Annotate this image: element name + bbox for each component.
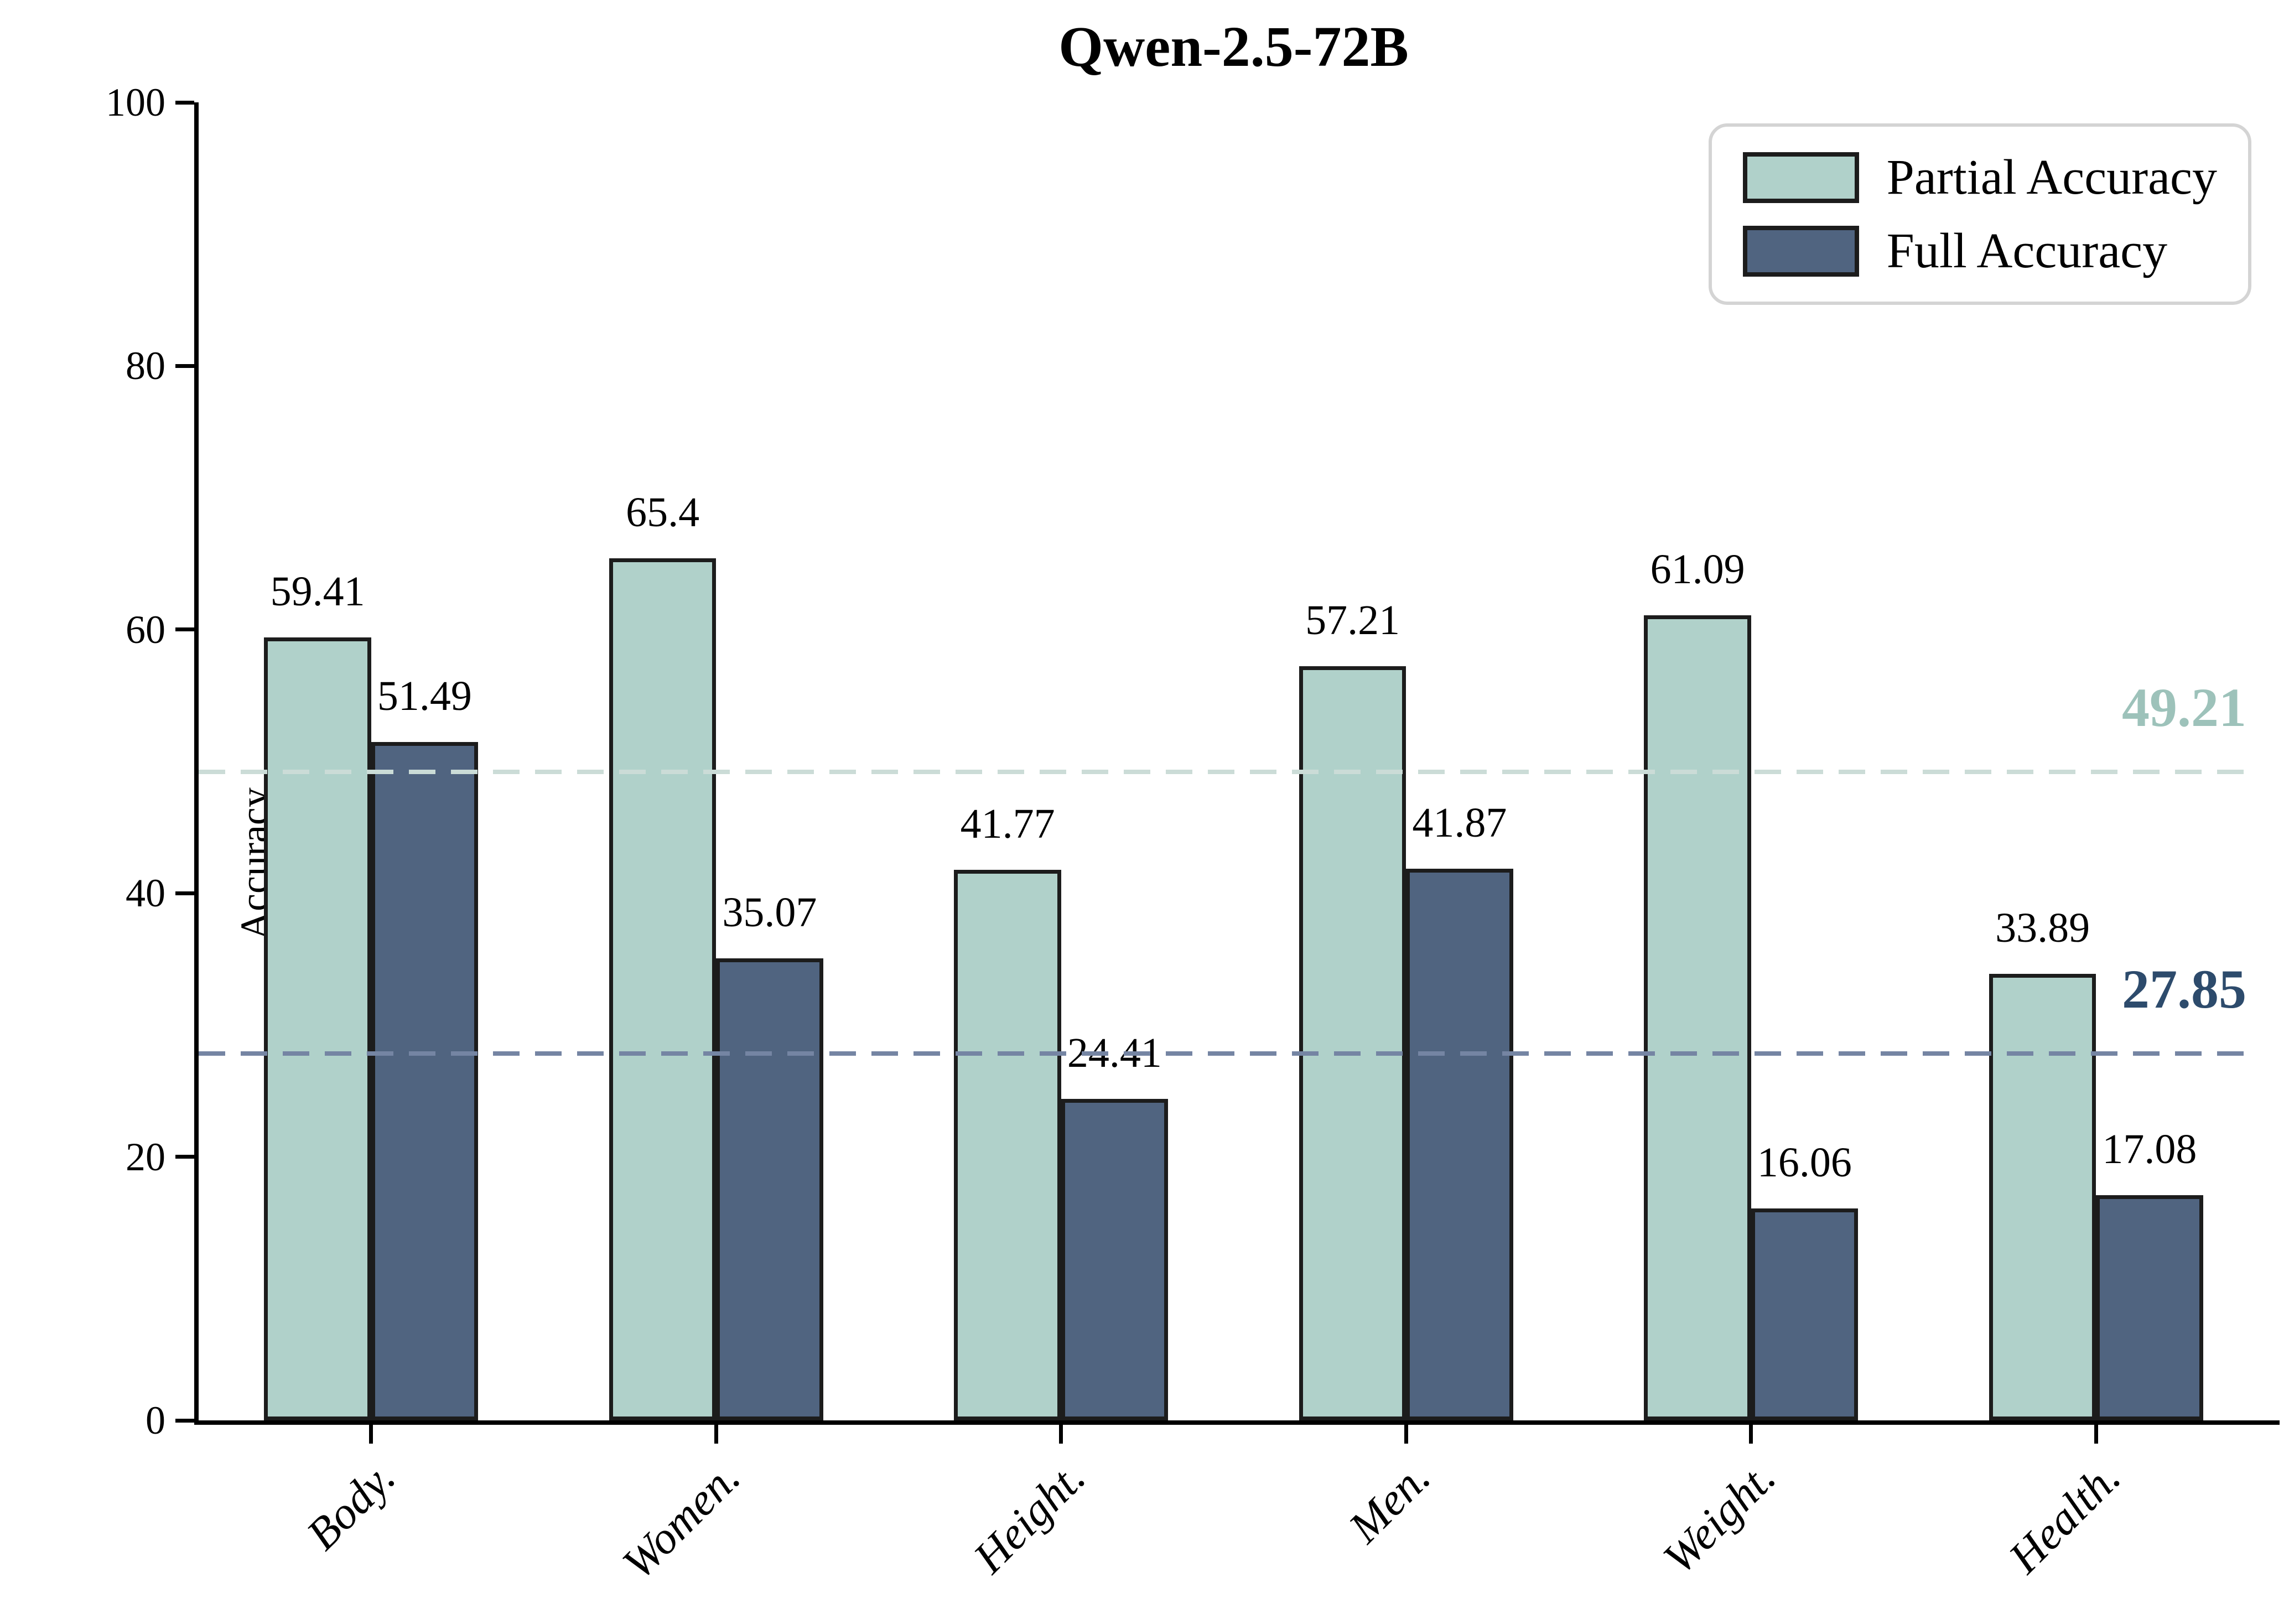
y-axis-tick [175,1418,194,1423]
chart-title: Qwen-2.5-72B [1058,15,1409,79]
y-axis-spine [194,102,199,1425]
bar-partial-accuracy-height [954,870,1061,1420]
y-axis-tick [175,364,194,368]
x-axis-tick [1749,1425,1753,1444]
x-axis-tick-label-body: Body. [297,1451,405,1560]
bar-partial-accuracy-men [1299,666,1406,1420]
bar-full-accuracy-weight [1751,1208,1859,1420]
bar-partial-accuracy-weight [1644,615,1751,1420]
x-axis-tick-label-height: Height. [963,1451,1095,1583]
bar-value-label-full-accuracy-body: 51.49 [377,672,472,719]
bar-value-label-full-accuracy-women: 35.07 [722,889,817,936]
x-axis-tick-label-women: Women. [613,1451,750,1589]
y-axis-tick-label: 100 [106,80,165,124]
mean-label-full-accuracy: 27.85 [2122,958,2246,1020]
y-axis-tick-label: 0 [146,1398,165,1443]
y-axis-tick [175,1155,194,1159]
bar-full-accuracy-body [371,741,479,1420]
bar-full-accuracy-women [716,958,823,1420]
legend-swatch-full-accuracy-icon [1742,225,1859,277]
mean-line-full-accuracy [199,1051,2253,1056]
bar-partial-accuracy-health [1989,973,2096,1420]
bar-value-label-full-accuracy-men: 41.87 [1412,799,1507,846]
x-axis-spine [194,1420,2280,1425]
bar-value-label-partial-accuracy-height: 41.77 [960,801,1055,848]
x-axis-tick [1404,1425,1408,1444]
bar-value-label-partial-accuracy-women: 65.4 [626,489,700,536]
legend-row-full-accuracy: Full Accuracy [1742,224,2217,278]
x-axis-tick [2094,1425,2098,1444]
mean-label-partial-accuracy: 49.21 [2122,676,2246,738]
bar-value-label-partial-accuracy-health: 33.89 [1995,904,2090,951]
x-axis-tick [714,1425,718,1444]
y-axis-tick-label: 80 [126,344,165,388]
y-axis-tick [175,100,194,105]
y-axis-tick [175,891,194,895]
mean-line-partial-accuracy [199,769,2253,774]
bar-value-label-partial-accuracy-weight: 61.09 [1650,546,1745,593]
y-axis-tick [175,627,194,632]
y-axis-tick-label: 20 [126,1134,165,1179]
bar-value-label-partial-accuracy-body: 59.41 [270,568,365,615]
legend-row-partial-accuracy: Partial Accuracy [1742,150,2217,205]
bar-partial-accuracy-women [609,558,717,1420]
x-axis-tick [369,1425,373,1444]
bar-value-label-full-accuracy-health: 17.08 [2102,1126,2197,1173]
legend-box: Partial Accuracy Full Accuracy [1708,123,2251,305]
legend-label-partial-accuracy: Partial Accuracy [1886,150,2217,205]
x-axis-tick-label-men: Men. [1339,1451,1440,1553]
bar-value-label-partial-accuracy-men: 57.21 [1305,597,1400,644]
x-axis-tick-label-weight: Weight. [1653,1451,1785,1584]
legend-swatch-partial-accuracy-icon [1742,152,1859,203]
bar-full-accuracy-height [1061,1098,1169,1420]
y-axis-tick-label: 40 [126,871,165,916]
bar-full-accuracy-men [1406,868,1513,1420]
y-axis-tick-label: 60 [126,607,165,652]
bar-partial-accuracy-body [264,637,371,1420]
plot-area: Accuracy 59.41 51.49 65.4 35.07 41.77 24.41 57… [106,82,2280,1589]
bar-value-label-full-accuracy-weight: 16.06 [1757,1139,1852,1186]
x-axis-tick-label-health: Health. [1999,1451,2130,1583]
x-axis-tick [1059,1425,1063,1444]
legend-label-full-accuracy: Full Accuracy [1886,224,2168,278]
bar-full-accuracy-health [2096,1195,2203,1420]
